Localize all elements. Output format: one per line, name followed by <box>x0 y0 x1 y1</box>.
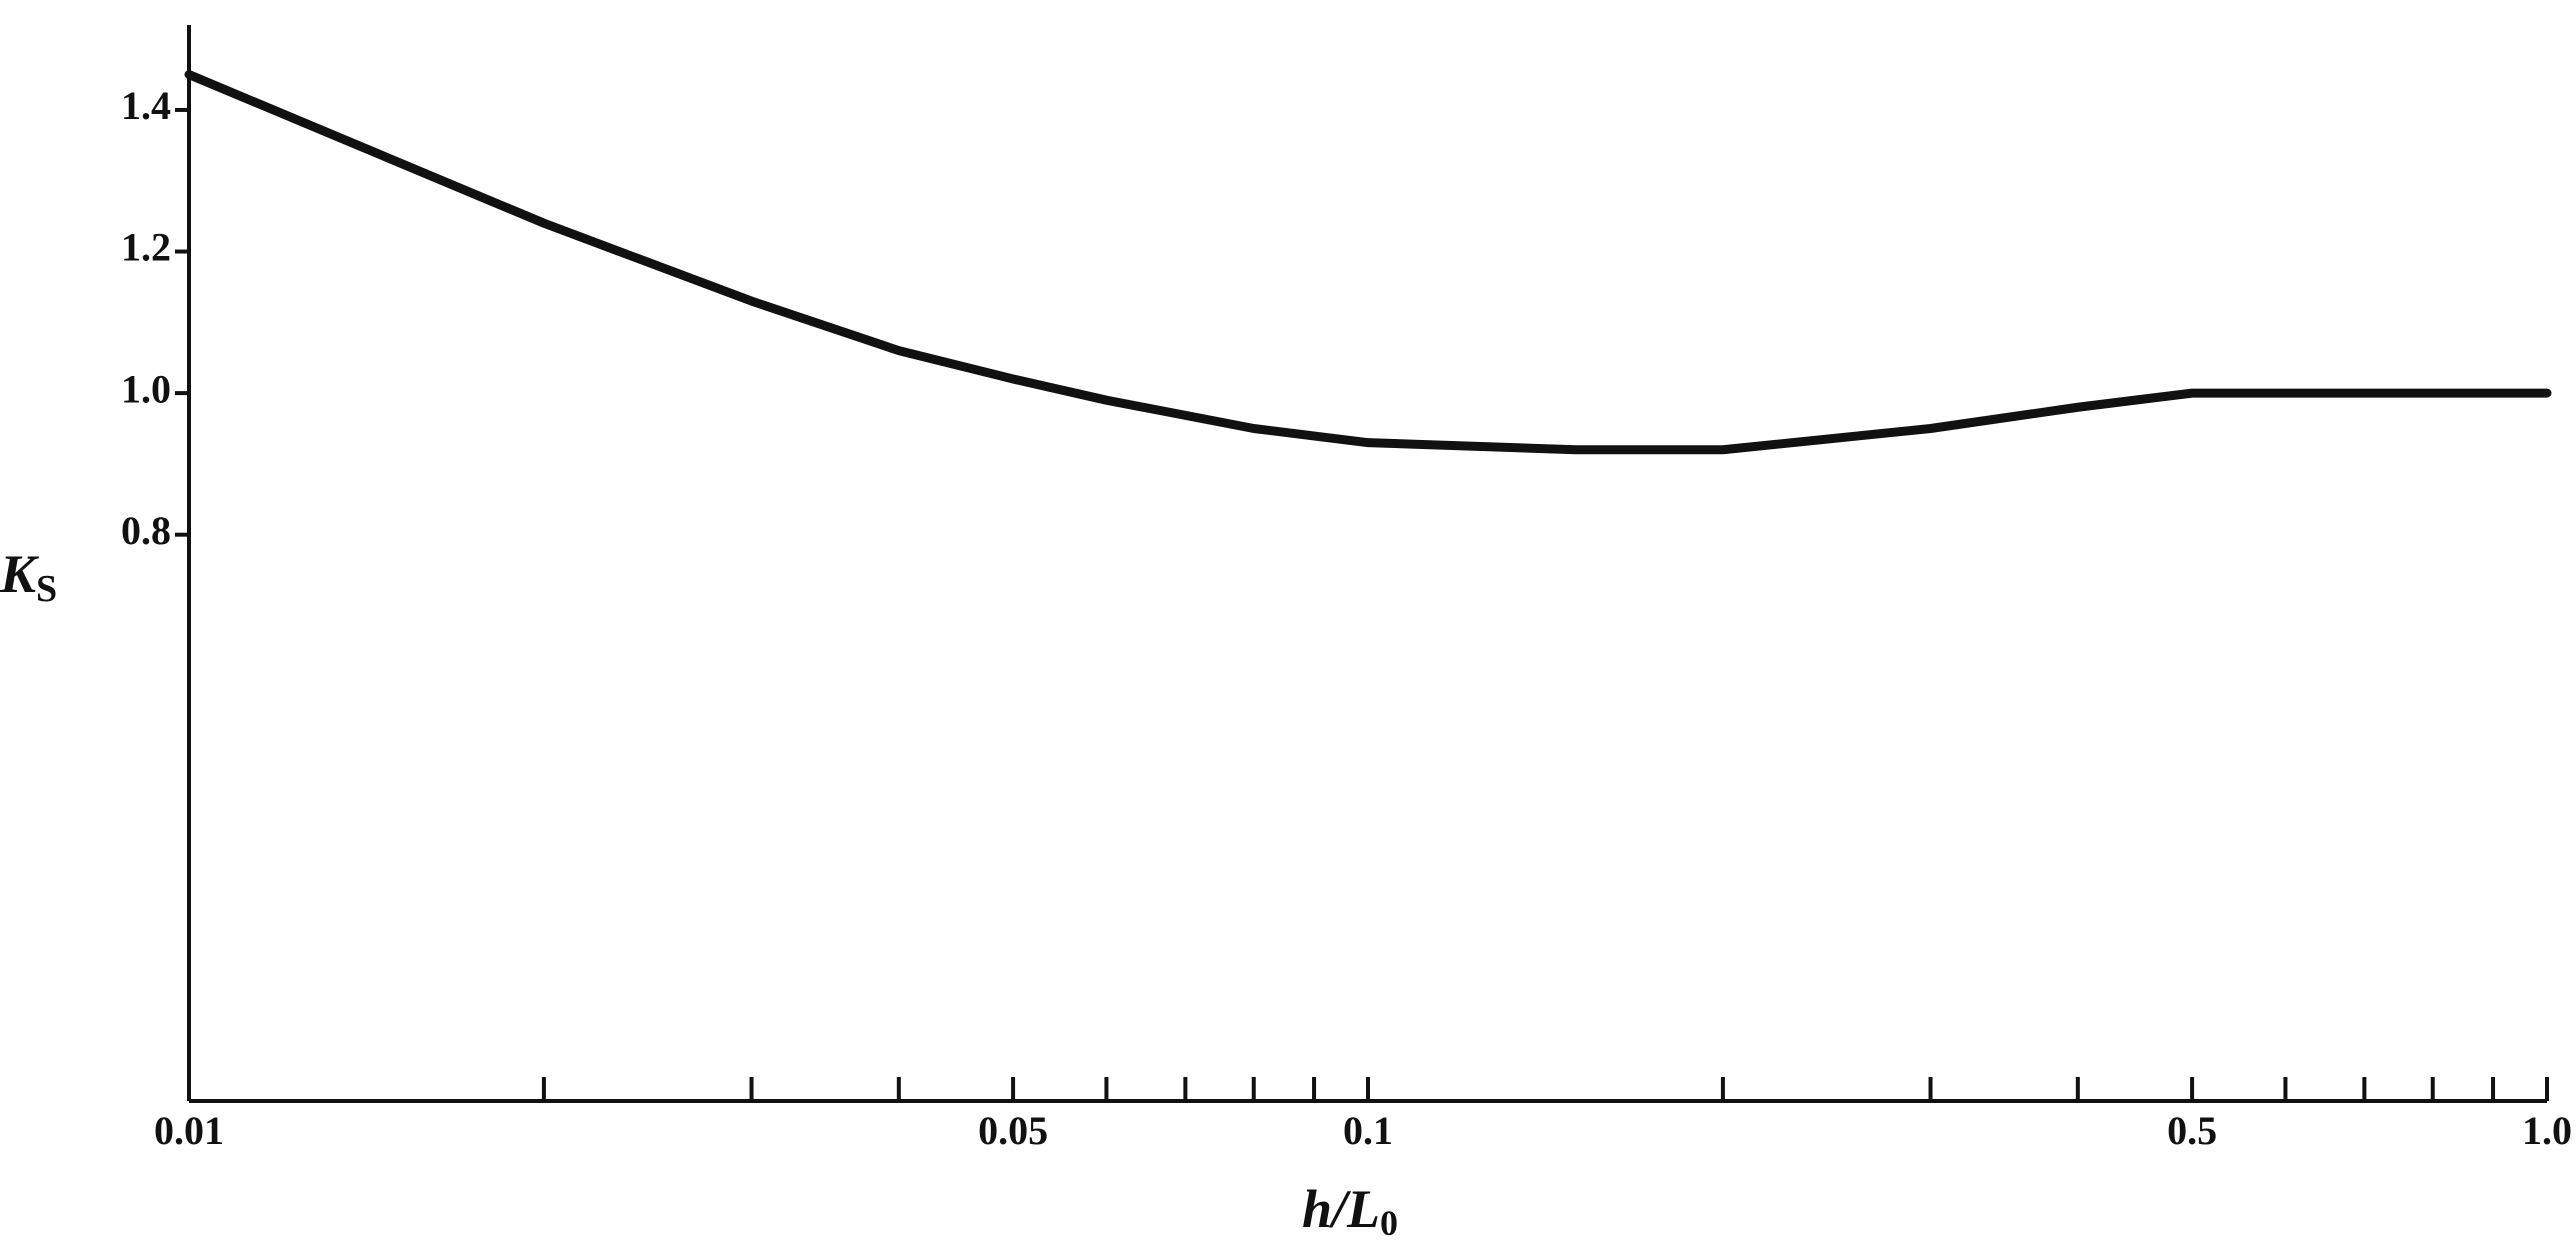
x-tick-label: 0.5 <box>2167 1108 2217 1153</box>
y-tick-label: 0.8 <box>121 508 171 553</box>
y-axis-label-sub: S <box>36 568 57 610</box>
x-tick-label: 1.0 <box>2522 1108 2572 1153</box>
data-line <box>184 70 2552 455</box>
x-axis-label-sub: 0 <box>1380 1203 1398 1243</box>
y-tick-label: 1.4 <box>121 83 171 128</box>
y-tick-label: 1.0 <box>121 366 171 411</box>
x-tick-label: 0.05 <box>978 1108 1048 1153</box>
x-tick-label: 0.1 <box>1343 1108 1393 1153</box>
y-tick-label: 1.2 <box>121 225 171 270</box>
y-axis-label: KS <box>0 544 57 609</box>
y-axis-label-main: K <box>0 544 40 604</box>
x-tick-label: 0.01 <box>154 1108 224 1153</box>
x-axis-label-main: h/L <box>1302 1179 1380 1239</box>
x-axis-label: h/L0 <box>1302 1179 1398 1243</box>
